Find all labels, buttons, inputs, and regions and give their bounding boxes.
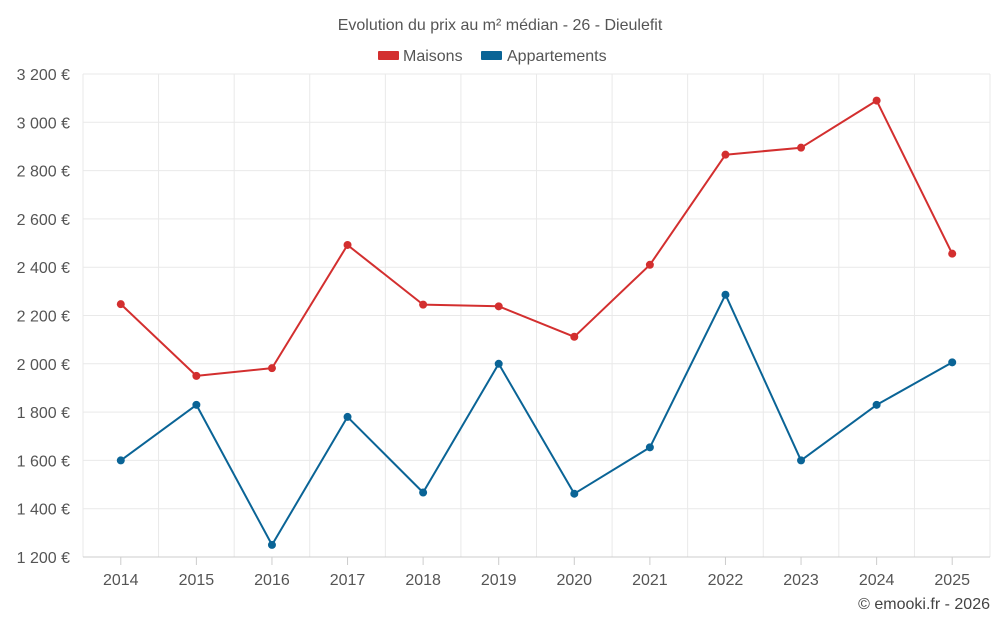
x-tick-label: 2023: [783, 572, 819, 589]
data-point-maisons[interactable]: [494, 302, 503, 311]
data-point-maisons[interactable]: [116, 300, 125, 309]
data-point-appartements[interactable]: [494, 359, 503, 368]
series-line-appartements: [120, 293, 953, 546]
y-tick-label: 1 600 €: [17, 453, 70, 470]
data-point-maisons[interactable]: [645, 260, 654, 269]
y-tick-label: 3 000 €: [17, 115, 70, 132]
legend-item-maisons[interactable]: Maisons: [378, 48, 463, 65]
data-point-appartements[interactable]: [267, 540, 276, 549]
data-point-appartements[interactable]: [192, 400, 201, 409]
x-tick-label: 2021: [632, 572, 668, 589]
data-point-maisons[interactable]: [721, 150, 730, 159]
grid: [82, 73, 991, 557]
y-tick-label: 2 200 €: [17, 309, 70, 326]
y-tick-label: 2 800 €: [17, 164, 70, 181]
data-point-appartements[interactable]: [419, 488, 428, 497]
x-tick-label: 2016: [254, 572, 290, 589]
data-point-appartements[interactable]: [872, 400, 881, 409]
data-point-appartements[interactable]: [570, 489, 579, 498]
data-point-maisons[interactable]: [419, 300, 428, 309]
data-point-maisons[interactable]: [797, 143, 806, 152]
x-tick-label: 2020: [556, 572, 592, 589]
series: [116, 96, 957, 549]
y-tick-label: 1 800 €: [17, 405, 70, 422]
x-tick-label: 2022: [708, 572, 744, 589]
data-point-appartements[interactable]: [645, 443, 654, 452]
chart-title: Evolution du prix au m² médian - 26 - Di…: [338, 17, 663, 34]
y-tick-label: 2 000 €: [17, 357, 70, 374]
data-point-maisons[interactable]: [343, 240, 352, 249]
x-tick-label: 2015: [179, 572, 215, 589]
x-tick-label: 2025: [934, 572, 970, 589]
data-point-maisons[interactable]: [267, 364, 276, 373]
series-line-maisons: [120, 99, 954, 377]
y-tick-label: 1 200 €: [17, 550, 70, 567]
data-point-appartements[interactable]: [797, 456, 806, 465]
data-point-maisons[interactable]: [872, 96, 881, 105]
data-point-maisons[interactable]: [570, 332, 579, 341]
legend-label-maisons: Maisons: [403, 48, 463, 65]
legend-swatch-appartements: [481, 51, 502, 60]
data-point-maisons[interactable]: [948, 249, 957, 258]
x-tick-label: 2018: [405, 572, 441, 589]
data-point-appartements[interactable]: [343, 412, 352, 421]
data-point-appartements[interactable]: [116, 456, 125, 465]
x-tick-label: 2017: [330, 572, 366, 589]
y-tick-label: 1 400 €: [17, 502, 70, 519]
x-tick-label: 2019: [481, 572, 517, 589]
y-tick-label: 2 600 €: [17, 212, 70, 229]
data-point-appartements[interactable]: [721, 290, 730, 299]
y-tick-label: 2 400 €: [17, 260, 70, 277]
x-tick-label: 2024: [859, 572, 895, 589]
data-point-maisons[interactable]: [192, 371, 201, 380]
x-tick-label: 2014: [103, 572, 139, 589]
y-tick-label: 3 200 €: [17, 67, 70, 84]
legend-item-appartements[interactable]: Appartements: [481, 48, 607, 65]
legend-swatch-maisons: [378, 51, 399, 60]
data-point-appartements[interactable]: [948, 358, 957, 367]
credit-text: © emooki.fr - 2026: [858, 596, 990, 613]
axes: 1 200 € 1 400 € 1 600 € 1 800 € 2 000 € 2 200…: [17, 67, 990, 589]
legend-label-appartements: Appartements: [507, 48, 607, 65]
legend: Maisons Appartements: [378, 48, 607, 65]
